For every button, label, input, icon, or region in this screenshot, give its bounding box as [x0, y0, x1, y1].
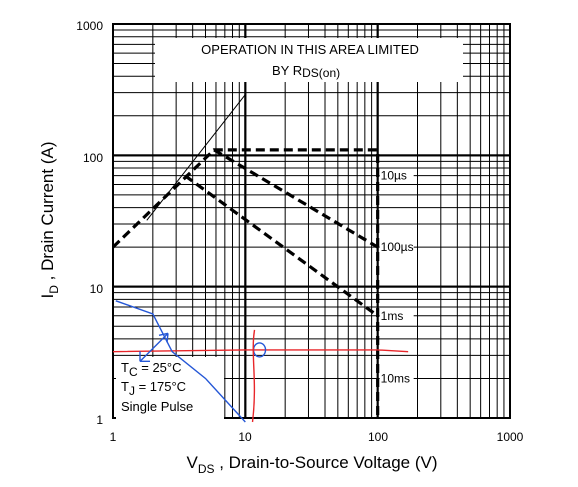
grid-lines [112, 23, 511, 419]
red-ink-vertical [251, 329, 256, 423]
y-tick-label: 1000 [76, 19, 103, 33]
y-tick-label: 10 [90, 282, 104, 296]
condition-tc-value: = 25°C [138, 360, 182, 375]
x-tick-label: 1 [110, 430, 117, 444]
y-tick-labels: 1000 100 10 1 [76, 19, 103, 427]
annotation-line2: BY RDS(on) [272, 63, 340, 80]
y-axis-title: ID , Drain Current (A) [38, 142, 61, 299]
series-labels: 10µs 100µs 1ms 10ms [379, 168, 414, 386]
y-tick-label: 100 [83, 151, 103, 165]
condition-tj-main: T [121, 379, 129, 394]
series-label-0: 10µs [381, 169, 407, 183]
series-label-bg [379, 371, 414, 386]
y-axis-text: , Drain Current (A) [38, 142, 57, 286]
y-tick-label: 1 [96, 413, 103, 427]
condition-tc: TC = 25°C [121, 360, 182, 379]
series-label-2: 1ms [381, 309, 404, 323]
handwritten-marks [112, 300, 409, 423]
condition-tj: TJ = 175°C [121, 379, 186, 398]
series-label-1: 100µs [381, 240, 414, 254]
conditions-box [116, 357, 224, 419]
x-axis-text: , Drain-to-Source Voltage (V) [215, 453, 438, 472]
condition-tj-sub: J [129, 384, 135, 398]
annotation-line1: OPERATION IN THIS AREA LIMITED [201, 42, 419, 57]
rds-limit-line [146, 94, 246, 221]
series-line-2 [184, 174, 379, 318]
condition-pulse: Single Pulse [121, 399, 193, 414]
series-line-0 [111, 148, 380, 418]
condition-tc-main: T [121, 360, 129, 375]
y-axis-subscript: D [47, 285, 61, 294]
annotation-box [155, 38, 463, 82]
series-label-bg [379, 240, 414, 255]
annotation-line2-sub: DS(on) [302, 66, 340, 80]
y-axis-symbol: I [38, 294, 57, 299]
blue-ink-arrow [139, 332, 169, 363]
x-tick-labels: 1 10 100 1000 [110, 430, 524, 444]
blue-ink-curve [115, 300, 246, 423]
x-tick-label: 10 [238, 430, 252, 444]
x-tick-label: 100 [368, 430, 388, 444]
condition-tc-sub: C [129, 365, 138, 379]
x-axis-symbol: V [187, 453, 199, 472]
annotation-line2-main: BY R [272, 63, 302, 78]
soa-curves [111, 94, 380, 418]
series-label-bg [379, 308, 414, 323]
x-axis-subscript: DS [198, 462, 215, 476]
x-tick-label: 1000 [497, 430, 524, 444]
red-ink-line [112, 349, 409, 353]
condition-tj-value: = 175°C [135, 379, 186, 394]
series-line-1 [213, 148, 379, 249]
x-axis-title: VDS , Drain-to-Source Voltage (V) [187, 453, 438, 476]
series-label-3: 10ms [381, 371, 410, 385]
plot-frame [112, 23, 511, 419]
series-label-bg [379, 168, 414, 183]
